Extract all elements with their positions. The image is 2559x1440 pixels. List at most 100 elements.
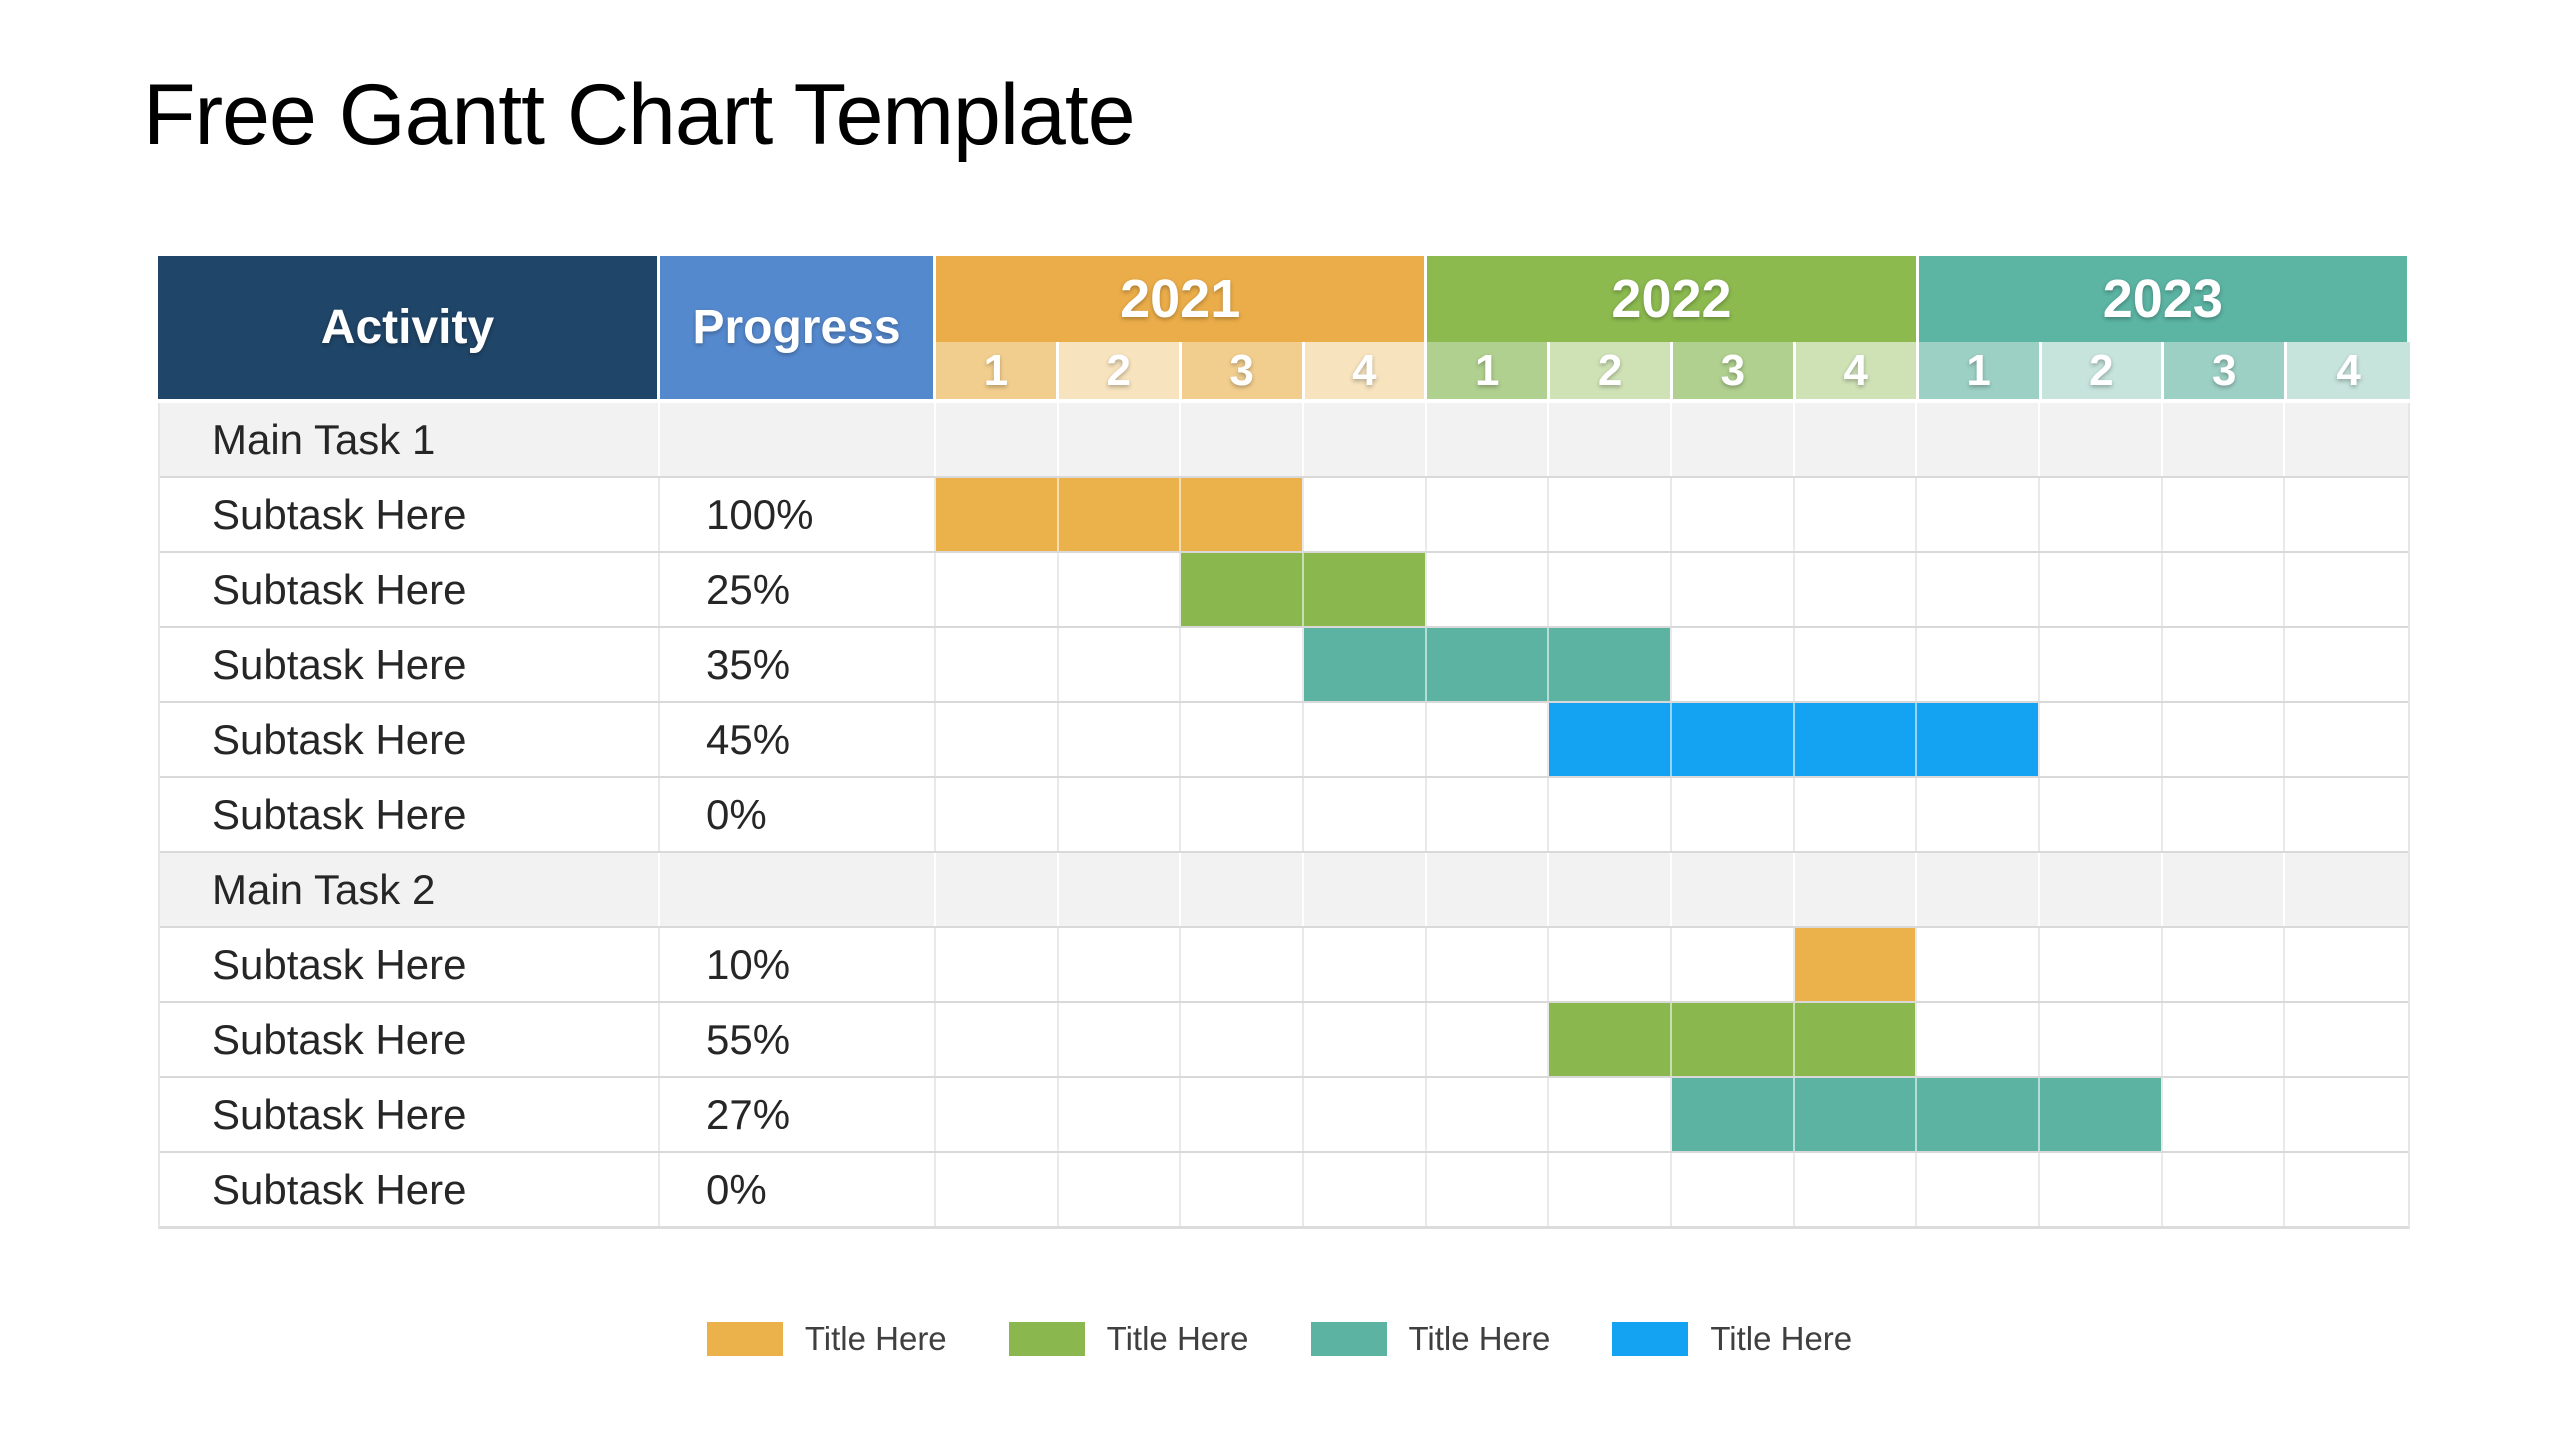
timeline-cell [1059,1153,1182,1226]
timeline-cell [1304,1003,1427,1076]
activity-cell: Subtask Here [160,553,660,626]
quarter-header-2021-q3: 3 [1181,342,1305,399]
timeline-cell [936,928,1059,1001]
timeline-cell [1059,1078,1182,1151]
timeline-cell [2039,853,2163,926]
timeline-cell [1426,853,1550,926]
gantt-bar-segment-green [1181,553,1304,626]
timeline-cell [1917,553,2040,626]
legend: Title Here Title Here Title Here Title Here [0,1320,2559,1358]
timeline-cell [1304,703,1427,776]
timeline-cell [1549,928,1672,1001]
legend-item: Title Here [1612,1320,1852,1358]
task-row: Subtask Here 100% [160,476,2408,551]
timeline-cell [2285,553,2408,626]
gantt-bar-segment-blue [1549,703,1672,776]
timeline-cell [1795,1153,1918,1226]
progress-cell: 0% [660,778,936,851]
timeline-cell [1304,1153,1427,1226]
gantt-bar-segment-green [1549,1003,1672,1076]
progress-cell: 25% [660,553,936,626]
timeline-cell [1549,403,1672,476]
activity-cell: Main Task 1 [160,403,660,476]
legend-label: Title Here [804,1320,947,1357]
activity-cell: Subtask Here [160,478,660,551]
timeline-cell [2285,628,2408,701]
timeline-cell [1427,928,1550,1001]
timeline-cell [2285,478,2408,551]
timeline-cell [1917,778,2040,851]
timeline-cell [1181,853,1304,926]
group-row: Main Task 1 [160,403,2408,476]
timeline-cell [2163,628,2286,701]
gantt-bar-segment-teal [1794,1078,1918,1151]
timeline-cell [1672,553,1795,626]
timeline-cell [1917,478,2040,551]
quarter-header-2022-q4: 4 [1795,342,1919,399]
gantt-bar-segment-green [1671,1003,1795,1076]
timeline-cell [1304,478,1427,551]
quarter-header-2022-q2: 2 [1550,342,1673,399]
timeline-cell [1059,778,1182,851]
gantt-bar-segment-orange [936,478,1059,551]
task-row: Subtask Here 10% [160,926,2408,1001]
timeline-cell [2040,628,2163,701]
timeline-cell [2285,928,2408,1001]
gantt-bar-segment-teal [1917,1078,2040,1151]
progress-cell: 27% [660,1078,936,1151]
timeline-cell [1917,628,2040,701]
timeline-cell [1672,478,1795,551]
activity-cell: Subtask Here [160,1078,660,1151]
gantt-bar-segment-orange [1058,478,1182,551]
legend-label: Title Here [1710,1320,1853,1357]
timeline-cell [936,853,1059,926]
gantt-bar-segment-blue [1794,703,1918,776]
timeline-cell [1427,553,1550,626]
quarter-header-2023-q3: 3 [2164,342,2288,399]
timeline-cell [1427,703,1550,776]
column-header-activity: Activity [158,256,660,399]
timeline-cell [1427,1153,1550,1226]
timeline-cell [2162,853,2286,926]
gantt-bar-segment-teal [1549,628,1672,701]
timeline-cell [1181,403,1304,476]
timeline-cell [1672,1153,1795,1226]
timeline-cell [1671,853,1795,926]
timeline-cell [936,1078,1059,1151]
timeline-cell [2163,703,2286,776]
column-header-progress: Progress [660,256,936,399]
timeline-cell [1304,928,1427,1001]
gantt-bar-segment-orange [1794,928,1918,1001]
gantt-bar-segment-green [1794,1003,1918,1076]
timeline-cell [1427,1078,1550,1151]
year-header-2021: 2021 [936,256,1428,342]
gantt-bar-segment-blue [1917,703,2040,776]
activity-cell: Subtask Here [160,778,660,851]
progress-cell [660,853,936,926]
task-row: Subtask Here 45% [160,701,2408,776]
legend-label: Title Here [1106,1320,1249,1357]
legend-label: Title Here [1408,1320,1551,1357]
timeline-cell [1917,1153,2040,1226]
timeline-cell [1059,928,1182,1001]
task-row: Subtask Here 35% [160,626,2408,701]
timeline-cell [1181,1003,1304,1076]
legend-item: Title Here [706,1320,947,1358]
timeline-cell [2285,1003,2408,1076]
task-row: Subtask Here 25% [160,551,2408,626]
timeline-cell [1549,1153,1672,1226]
timeline-cell [1917,403,2040,476]
gantt-bar-segment-teal [1303,628,1427,701]
timeline-cell [1181,703,1304,776]
timeline-cell [1549,778,1672,851]
quarter-header-2023-q2: 2 [2041,342,2165,399]
progress-cell: 55% [660,1003,936,1076]
gantt-body: Main Task 1 Subtask Here 100% Subtask Here 2… [158,403,2410,1229]
progress-cell: 100% [660,478,936,551]
timeline-cell [1304,1078,1427,1151]
legend-swatch-icon [1008,1322,1085,1356]
timeline-cell [1058,853,1182,926]
activity-cell: Subtask Here [160,703,660,776]
timeline-cell [936,1003,1059,1076]
quarter-header-2022-q1: 1 [1427,342,1551,399]
